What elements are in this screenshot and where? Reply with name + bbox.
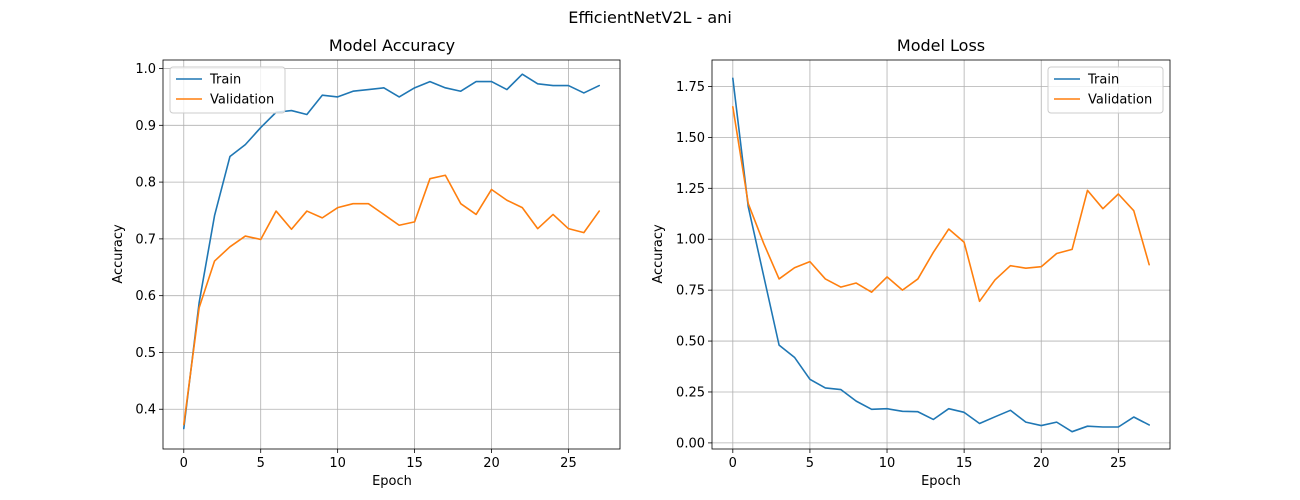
accuracy-chart-ytick-label: 0.9 xyxy=(135,119,156,134)
accuracy-chart-ylabel: Accuracy xyxy=(111,224,126,284)
loss-chart-legend: Train Validation xyxy=(1047,66,1164,114)
accuracy-chart-ytick-label: 0.7 xyxy=(135,232,156,247)
accuracy-chart-grid xyxy=(163,60,620,449)
loss-chart-ytick-label: 1.25 xyxy=(676,182,705,197)
loss-chart-ytick-label: 0.75 xyxy=(676,284,705,299)
accuracy-chart-series-train-line xyxy=(182,73,601,430)
accuracy-chart-xtick-label: 0 xyxy=(180,456,188,471)
accuracy-chart-xtick-label: 10 xyxy=(329,456,346,471)
accuracy-chart: Model Accuracy Epoch Accuracy 0 5 10 15 20 25… xyxy=(111,36,621,489)
loss-chart-ytick-label: 0.50 xyxy=(676,335,705,350)
loss-chart-xtick-label: 15 xyxy=(956,456,973,471)
accuracy-chart-series-validation-line xyxy=(182,174,601,426)
accuracy-chart-ytick-label: 0.5 xyxy=(135,346,156,361)
loss-chart-frame xyxy=(711,59,1171,450)
figure-suptitle: EfficientNetV2L - ani xyxy=(568,8,732,27)
accuracy-chart-ytick-label: 0.8 xyxy=(135,176,156,191)
loss-chart-ytick-label: 0.00 xyxy=(676,436,705,451)
accuracy-chart-xtick-label: 20 xyxy=(483,456,500,471)
loss-chart-xtick-label: 25 xyxy=(1110,456,1127,471)
loss-chart-legend-label-train: Train xyxy=(1087,73,1119,88)
loss-chart-ylabel: Accuracy xyxy=(651,224,666,284)
accuracy-chart-ytick-label: 1.0 xyxy=(135,62,156,77)
loss-chart-xlabel: Epoch xyxy=(921,474,961,489)
loss-chart-xtick-label: 5 xyxy=(806,456,814,471)
loss-chart-ytick-label: 0.25 xyxy=(676,385,705,400)
loss-chart: Model Loss Epoch Accuracy 0 5 10 15 20 25 0.00… xyxy=(651,36,1171,489)
loss-chart-series-validation-line xyxy=(732,106,1150,303)
loss-chart-xtick-label: 10 xyxy=(879,456,896,471)
loss-chart-xtick-label: 0 xyxy=(729,456,737,471)
accuracy-chart-ytick-label: 0.6 xyxy=(135,289,156,304)
accuracy-chart-legend-label-validation: Validation xyxy=(210,93,274,108)
loss-chart-series-train-line xyxy=(732,77,1150,433)
loss-chart-grid xyxy=(712,60,1170,449)
loss-chart-title: Model Loss xyxy=(897,36,985,55)
accuracy-chart-frame xyxy=(162,59,621,450)
accuracy-chart-title: Model Accuracy xyxy=(329,36,455,55)
accuracy-chart-xlabel: Epoch xyxy=(372,474,412,489)
loss-chart-legend-label-validation: Validation xyxy=(1088,93,1152,108)
loss-chart-ytick-label: 1.75 xyxy=(676,80,705,95)
loss-chart-xtick-label: 20 xyxy=(1033,456,1050,471)
loss-chart-ytick-label: 1.00 xyxy=(676,233,705,248)
loss-chart-ytick-label: 1.50 xyxy=(676,131,705,146)
accuracy-chart-ytick-label: 0.4 xyxy=(135,403,156,418)
accuracy-chart-xtick-label: 5 xyxy=(257,456,265,471)
accuracy-chart-legend: Train Validation xyxy=(169,66,286,114)
accuracy-chart-legend-label-train: Train xyxy=(209,73,241,88)
accuracy-chart-xtick-label: 25 xyxy=(560,456,577,471)
accuracy-chart-xtick-label: 15 xyxy=(406,456,423,471)
